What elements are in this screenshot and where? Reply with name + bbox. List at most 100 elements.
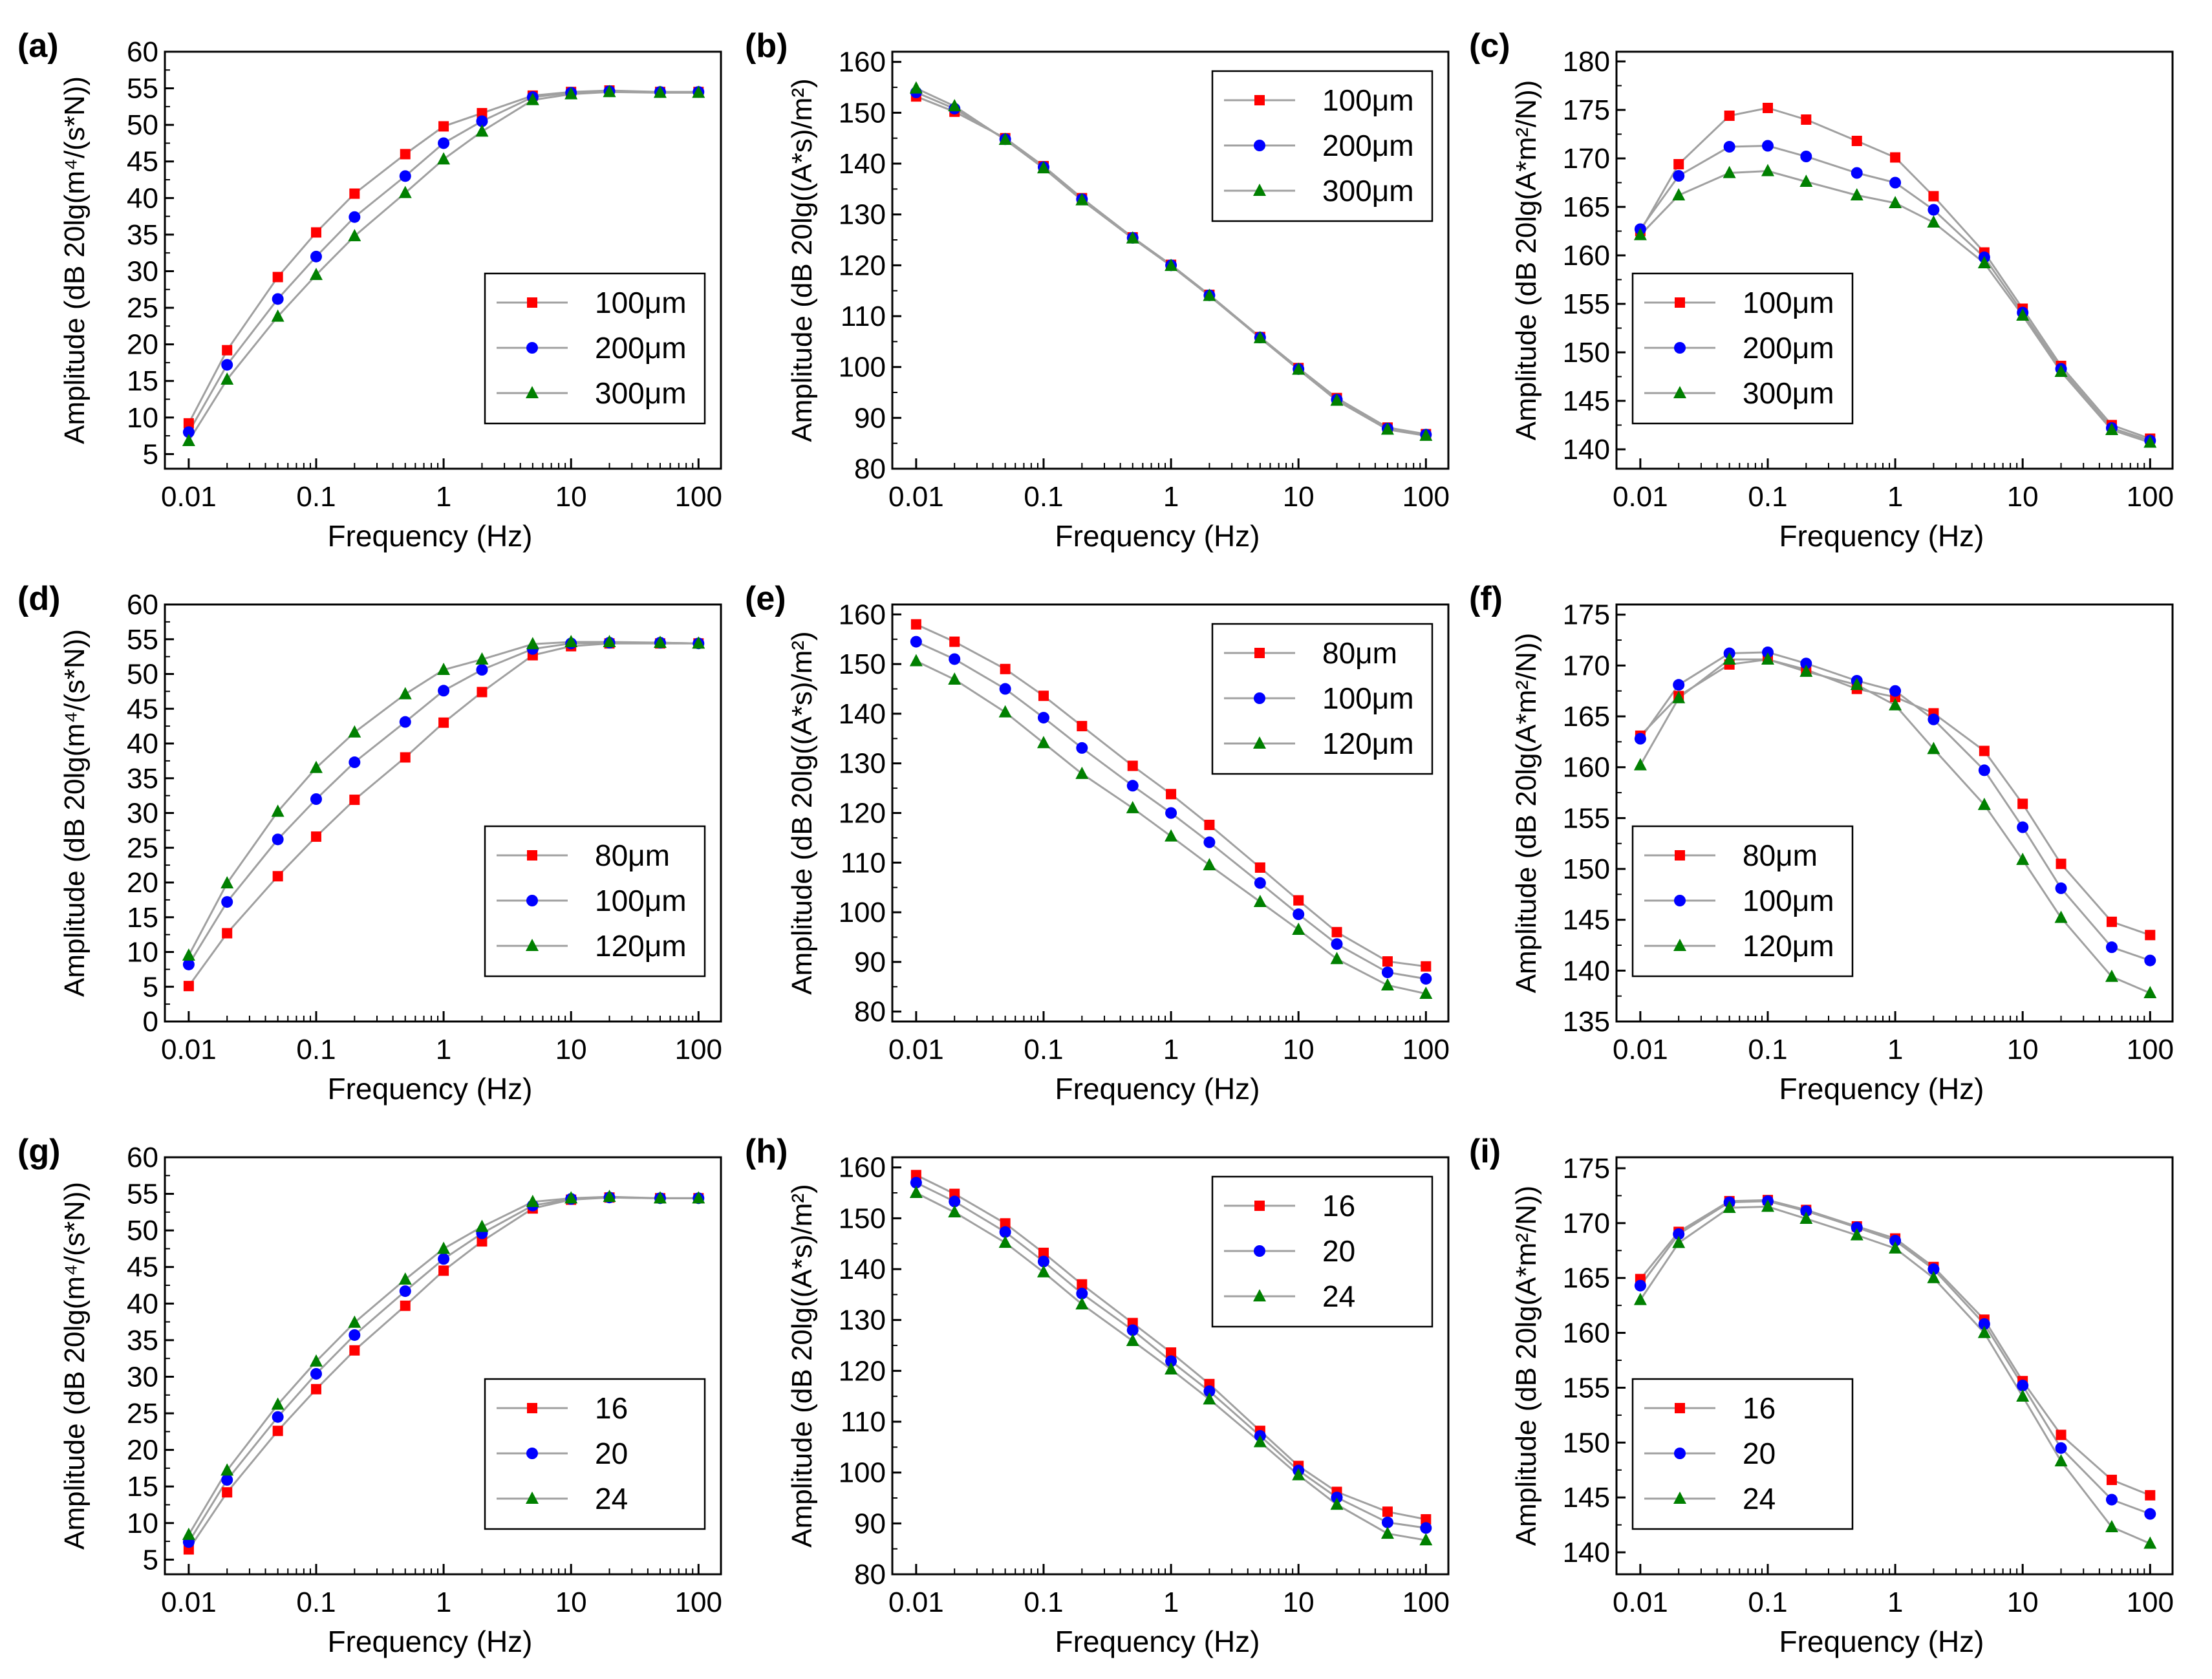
y-tick-label: 15 <box>127 365 158 397</box>
x-tick-label: 10 <box>1283 481 1315 513</box>
data-point-s1 <box>221 1474 233 1486</box>
y-tick-label: 160 <box>1563 752 1610 784</box>
data-point-s1 <box>476 115 488 127</box>
data-point-s2 <box>526 637 539 650</box>
data-point-s2 <box>692 85 705 98</box>
legend-label: 200μm <box>1322 129 1414 162</box>
legend-marker <box>1674 1448 1686 1459</box>
data-point-s2 <box>564 1191 578 1204</box>
data-point-s2 <box>1380 422 1394 435</box>
panel-label: (g) <box>17 1133 60 1170</box>
legend-label: 300μm <box>1743 376 1834 410</box>
data-point-s1 <box>1165 1355 1177 1367</box>
data-point-s2 <box>1850 678 1863 690</box>
x-axis-label: Frequency (Hz) <box>328 1072 533 1106</box>
x-tick-label: 1 <box>1887 1587 1903 1618</box>
y-tick-label: 10 <box>127 937 158 968</box>
data-point-s1 <box>221 359 233 371</box>
data-point-s2 <box>1672 188 1686 200</box>
y-tick-label: 5 <box>143 971 158 1003</box>
data-point-s0 <box>1254 862 1265 873</box>
y-axis-label: Amplitude (dB 20lg((A*s)/m²) <box>786 631 818 994</box>
data-point-s2 <box>1126 231 1139 244</box>
data-point-s1 <box>272 293 284 305</box>
legend-marker <box>527 850 537 861</box>
y-tick-label: 45 <box>127 146 158 178</box>
legend-label: 20 <box>1322 1234 1355 1268</box>
data-point-s0 <box>272 272 283 283</box>
legend-marker <box>527 1403 537 1413</box>
data-point-s1 <box>1331 1492 1343 1504</box>
legend-label: 80μm <box>1743 839 1818 872</box>
legend-marker <box>1675 297 1685 308</box>
data-point-s2 <box>1292 1468 1305 1481</box>
x-axis-label: Frequency (Hz) <box>1779 1072 1984 1106</box>
data-point-s2 <box>1633 228 1647 241</box>
data-point-s2 <box>475 652 489 665</box>
legend-marker <box>1253 184 1266 196</box>
data-point-s2 <box>1927 215 1940 228</box>
y-tick-label: 0 <box>143 1006 158 1038</box>
data-point-s2 <box>1889 196 1902 208</box>
legend-label: 100μm <box>1322 83 1414 117</box>
legend-marker <box>1254 140 1265 151</box>
data-point-s0 <box>1293 895 1304 906</box>
legend-marker <box>1253 736 1266 749</box>
panel-label: (b) <box>745 27 788 65</box>
legend-marker <box>1254 1201 1265 1211</box>
data-point-s2 <box>309 268 323 281</box>
data-point-s0 <box>438 717 449 728</box>
data-point-s2 <box>1330 1497 1344 1510</box>
data-point-s2 <box>437 663 451 676</box>
y-tick-label: 165 <box>1563 191 1610 223</box>
legend-marker <box>526 1448 538 1459</box>
y-tick-label: 110 <box>841 301 886 332</box>
data-point-s2 <box>1036 736 1050 749</box>
legend-label: 24 <box>1743 1482 1776 1515</box>
y-tick-label: 60 <box>127 1142 158 1173</box>
legend-label: 300μm <box>595 376 687 410</box>
legend-label: 100μm <box>595 884 687 917</box>
data-point-s2 <box>220 372 234 385</box>
data-point-s1 <box>476 664 488 676</box>
data-point-s1 <box>2017 821 2029 833</box>
data-point-s2 <box>309 760 323 773</box>
panel-i: 140 145 150 155 160 165 170 175 0.01 0.1 1 10 100 Fre… <box>1469 1133 2174 1658</box>
y-tick-label: 155 <box>1563 802 1610 834</box>
data-point-s2 <box>271 804 285 817</box>
y-tick-label: 140 <box>1563 434 1610 465</box>
y-tick-label: 140 <box>839 698 886 730</box>
data-point-s2 <box>948 1204 961 1217</box>
y-tick-label: 20 <box>127 867 158 899</box>
data-point-s2 <box>998 133 1012 145</box>
y-tick-label: 90 <box>854 1508 886 1539</box>
data-point-s0 <box>438 121 449 132</box>
data-point-s2 <box>2105 969 2118 982</box>
data-point-s1 <box>182 958 195 970</box>
data-point-s0 <box>1166 1347 1177 1358</box>
data-point-s1 <box>910 636 922 648</box>
legend: 80μm 100μm 120μm <box>484 825 706 978</box>
legend: 16 20 24 <box>484 1378 706 1530</box>
y-tick-label: 170 <box>1563 143 1610 175</box>
data-point-s1 <box>2144 1508 2156 1520</box>
data-point-s2 <box>398 1272 412 1285</box>
y-tick-label: 150 <box>1563 337 1610 369</box>
data-point-s0 <box>2106 916 2117 927</box>
x-tick-label: 0.1 <box>1024 1034 1063 1065</box>
data-point-s2 <box>271 1397 285 1410</box>
x-tick-label: 1 <box>1887 481 1903 513</box>
data-point-s2 <box>1723 1201 1736 1214</box>
legend-marker <box>1254 95 1265 105</box>
data-point-s2 <box>1330 952 1344 965</box>
data-point-s1 <box>1420 972 1432 985</box>
data-point-s2 <box>2143 985 2157 998</box>
legend-label: 24 <box>1322 1279 1355 1313</box>
x-tick-label: 100 <box>1402 1034 1450 1065</box>
data-point-s2 <box>1165 1362 1178 1375</box>
x-tick-label: 0.1 <box>1748 1034 1787 1065</box>
y-tick-label: 180 <box>1563 46 1610 78</box>
